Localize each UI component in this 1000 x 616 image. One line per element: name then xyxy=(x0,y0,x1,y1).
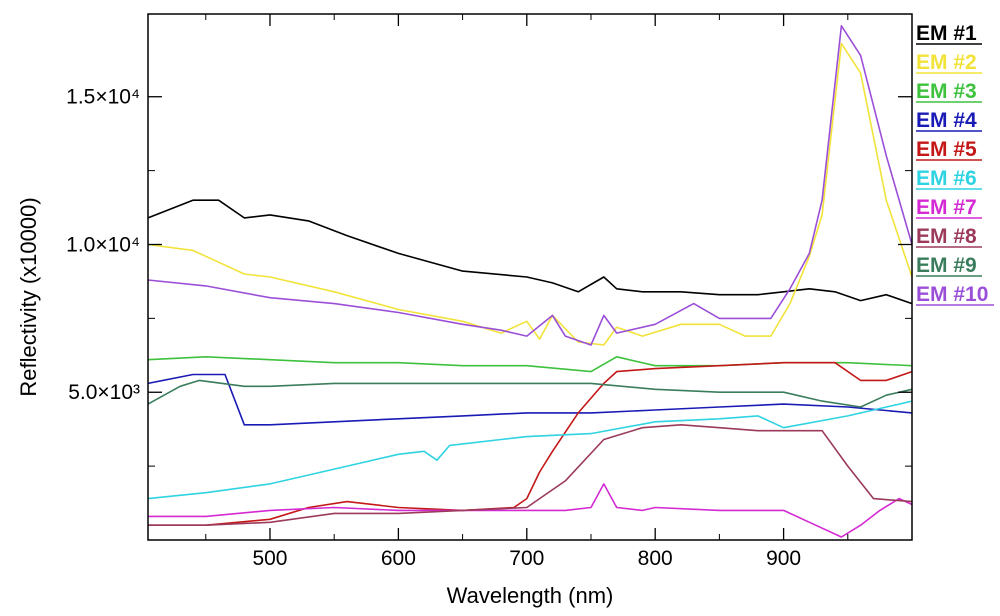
y-axis-title: Reflectivity (x10000) xyxy=(16,197,41,396)
x-tick-label: 900 xyxy=(766,547,801,570)
y-tick-label: 1.5×10⁴ xyxy=(66,86,140,109)
axis-ticks xyxy=(148,14,912,540)
series-line-em-4 xyxy=(147,373,913,426)
x-tick-label: 800 xyxy=(638,547,673,570)
series-line-em-10 xyxy=(147,24,913,346)
series-line-em-6 xyxy=(147,400,913,500)
legend-label-em-1: EM #1 xyxy=(916,22,977,45)
series-line-em-5 xyxy=(148,361,913,527)
series-layer xyxy=(147,24,913,538)
series-line-em-2 xyxy=(147,42,913,346)
legend-label-em-10: EM #10 xyxy=(916,283,988,306)
legend-label-em-8: EM #8 xyxy=(916,225,977,248)
legend: EM #1 EM #2 EM #3 EM #4 EM #5 EM #6 EM #7 EM #8… xyxy=(916,22,994,306)
series-line-em-8 xyxy=(148,423,913,527)
axis-tick-labels: 500 600 700 800 900 5.0×10³ 1.0×10⁴ 1.5×10⁴ xyxy=(66,86,801,570)
y-tick-label: 1.0×10⁴ xyxy=(66,233,140,256)
plot-area-frame xyxy=(147,13,913,541)
legend-label-em-3: EM #3 xyxy=(916,80,977,103)
x-axis-title: Wavelength (nm) xyxy=(447,583,614,608)
x-tick-label: 600 xyxy=(381,547,416,570)
legend-label-em-4: EM #4 xyxy=(916,109,977,132)
y-tick-label: 5.0×10³ xyxy=(68,381,140,404)
legend-label-em-7: EM #7 xyxy=(916,196,977,219)
series-line-em-3 xyxy=(147,355,913,373)
x-tick-label: 500 xyxy=(252,547,287,570)
legend-label-em-6: EM #6 xyxy=(916,167,977,190)
legend-label-em-5: EM #5 xyxy=(916,138,977,161)
legend-label-em-2: EM #2 xyxy=(916,51,977,74)
x-tick-label: 700 xyxy=(509,547,544,570)
series-line-em-7 xyxy=(148,483,913,538)
series-line-em-1 xyxy=(147,199,913,305)
legend-label-em-9: EM #9 xyxy=(916,254,977,277)
series-line-em-9 xyxy=(147,379,913,408)
